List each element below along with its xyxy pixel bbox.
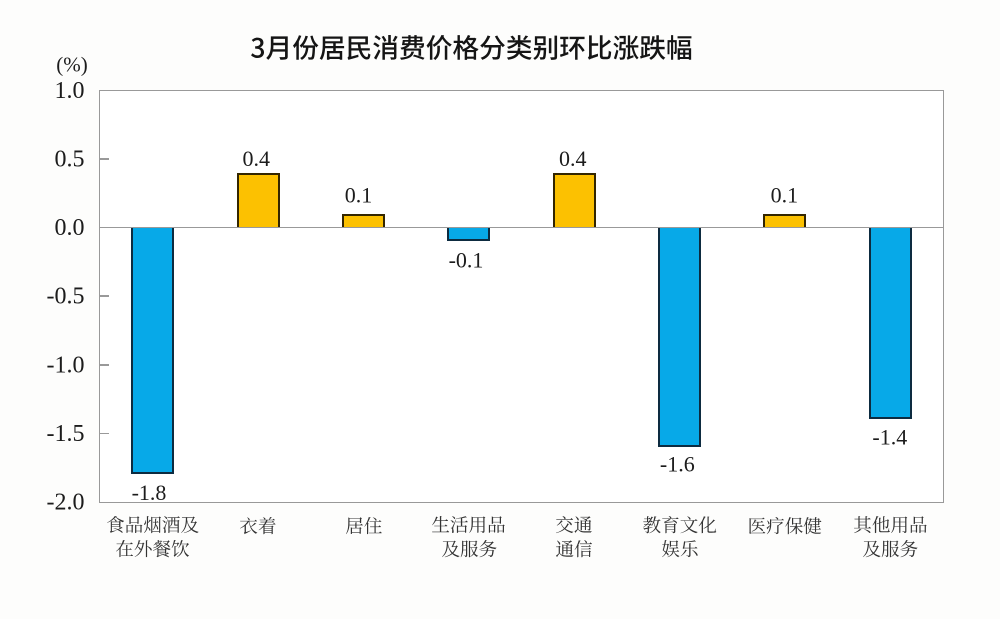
- svg-text:-1.8: -1.8: [132, 480, 167, 505]
- svg-text:-1.6: -1.6: [660, 452, 695, 477]
- svg-text:-0.5: -0.5: [47, 284, 85, 310]
- svg-text:0.4: 0.4: [559, 146, 587, 171]
- svg-text:0.5: 0.5: [55, 147, 85, 173]
- svg-text:0.4: 0.4: [243, 146, 271, 171]
- svg-text:(%): (%): [56, 53, 87, 77]
- svg-text:-2.0: -2.0: [47, 489, 85, 515]
- svg-text:-1.0: -1.0: [47, 352, 85, 378]
- svg-text:0.1: 0.1: [771, 183, 799, 208]
- svg-text:0.0: 0.0: [55, 215, 85, 241]
- svg-text:-1.4: -1.4: [872, 425, 907, 450]
- svg-text:1.0: 1.0: [55, 78, 85, 104]
- svg-text:-0.1: -0.1: [449, 247, 484, 272]
- svg-text:0.1: 0.1: [345, 183, 373, 208]
- svg-text:-1.5: -1.5: [47, 421, 85, 447]
